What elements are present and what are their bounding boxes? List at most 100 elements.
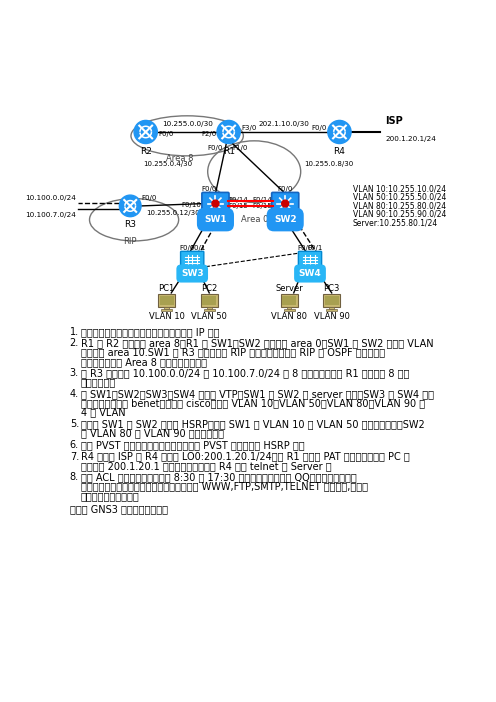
Bar	[202, 296, 216, 305]
Text: ISP: ISP	[385, 116, 403, 126]
Text: 200.1.20.1/24: 200.1.20.1/24	[385, 135, 436, 142]
Text: F0/3: F0/3	[308, 269, 323, 275]
Text: F3/0: F3/0	[241, 125, 256, 131]
Text: 10.100.7.0/24: 10.100.7.0/24	[25, 212, 76, 218]
Text: R2: R2	[140, 147, 152, 156]
Text: R1: R1	[223, 147, 235, 156]
Bar	[164, 307, 169, 309]
Text: 接口属于 area 10.SW1 和 R3 之间是属于 RIP 区域的。要求配置 RIP 和 OSPF 实现网络之: 接口属于 area 10.SW1 和 R3 之间是属于 RIP 区域的。要求配置…	[80, 347, 385, 357]
Text: PC1: PC1	[159, 284, 175, 293]
Text: Server: Server	[275, 284, 303, 293]
Text: SW1: SW1	[204, 215, 227, 224]
Circle shape	[120, 195, 141, 217]
Text: 是 VLAN 80 和 VLAN 90 的活跃路由器: 是 VLAN 80 和 VLAN 90 的活跃路由器	[80, 428, 224, 439]
Bar	[207, 307, 212, 309]
Text: 10.255.0.8/30: 10.255.0.8/30	[305, 161, 354, 167]
Text: F0/2: F0/2	[179, 269, 194, 275]
Text: 7.: 7.	[70, 451, 79, 461]
Bar	[287, 307, 291, 309]
Text: 在 SW1、SW2、SW3、SW4 上配置 VTP，SW1 和 SW2 是 server 模式，SW3 和 SW4 是客: 在 SW1、SW2、SW3、SW4 上配置 VTP，SW1 和 SW2 是 se…	[80, 389, 434, 399]
Text: 8.: 8.	[70, 472, 79, 482]
Text: F0/0: F0/0	[297, 244, 312, 251]
Text: F0/14: F0/14	[229, 197, 248, 203]
Text: 设备之间的地址如图所示，按照拓扑图配置 IP 地址: 设备之间的地址如图所示，按照拓扑图配置 IP 地址	[80, 327, 219, 337]
Text: F0/0: F0/0	[179, 244, 194, 251]
Text: 够去访问 200.1.20.1 这个地址。另外实现 R4 可以 telnet 到 Server 上: 够去访问 200.1.20.1 这个地址。另外实现 R4 可以 telnet 到…	[80, 461, 331, 471]
Text: RIP: RIP	[124, 237, 137, 246]
Text: F0/0: F0/0	[207, 145, 222, 151]
Text: R4 是模拟 ISP 在 R4 上配置 LO0:200.1.20.1/24，在 R1 上配置 PAT 实现内网的所有 PC 能: R4 是模拟 ISP 在 R4 上配置 LO0:200.1.20.1/24，在 …	[80, 451, 409, 461]
Text: 户机模式。域名为 benet，密码为 cisco，添加 VLAN 10、VLAN 50、VLAN 80、VLAN 90 这: 户机模式。域名为 benet，密码为 cisco，添加 VLAN 10、VLAN…	[80, 399, 425, 409]
Text: F0/0: F0/0	[278, 186, 293, 192]
Text: F0/14: F0/14	[252, 197, 272, 203]
Circle shape	[328, 121, 351, 143]
Text: 3.: 3.	[70, 369, 79, 378]
Bar	[284, 309, 295, 310]
Text: F0/0: F0/0	[158, 131, 174, 138]
Text: VLAN 80: VLAN 80	[271, 312, 307, 321]
Circle shape	[134, 121, 157, 143]
Circle shape	[282, 200, 289, 207]
Text: 10.255.0.0/30: 10.255.0.0/30	[162, 121, 213, 126]
Bar	[160, 296, 174, 305]
Bar	[158, 294, 175, 307]
Text: F0/1: F0/1	[201, 215, 217, 221]
FancyBboxPatch shape	[272, 192, 299, 215]
Text: Area 8: Area 8	[166, 154, 193, 163]
Text: 配置 PVST 实现流量的负载均衡，在配置 PVST 时请注意与 HSRP 对应: 配置 PVST 实现流量的负载均衡，在配置 PVST 时请注意与 HSRP 对应	[80, 440, 304, 450]
Text: Server:10.255.80.1/24: Server:10.255.80.1/24	[353, 218, 438, 227]
Text: 1.: 1.	[70, 327, 79, 337]
Text: 2.: 2.	[70, 338, 79, 348]
FancyBboxPatch shape	[299, 251, 321, 268]
Text: F0/10: F0/10	[182, 202, 201, 208]
Bar	[204, 309, 215, 310]
Text: SW3: SW3	[181, 269, 203, 278]
Bar	[326, 309, 337, 310]
Text: 时间段要求保证员工能够正常的去访问外网的 WWW,FTP,SMTP,TELNET 这些服务,禁止员: 时间段要求保证员工能够正常的去访问外网的 WWW,FTP,SMTP,TELNET…	[80, 482, 368, 491]
Bar	[281, 294, 298, 307]
Text: 工去访问其他的服务。: 工去访问其他的服务。	[80, 491, 139, 501]
Text: 202.1.10.0/30: 202.1.10.0/30	[258, 121, 310, 126]
Text: F0/0: F0/0	[201, 186, 217, 192]
FancyBboxPatch shape	[181, 251, 204, 268]
Bar	[282, 296, 296, 305]
Text: R4: R4	[333, 147, 345, 156]
Text: 在 R3 上存在着 10.100.0.0/24 到 10.100.7.0/24 这 8 个网段，要求在 R1 上看到这 8 个网: 在 R3 上存在着 10.100.0.0/24 到 10.100.7.0/24 …	[80, 369, 409, 378]
Text: F0/0: F0/0	[142, 195, 157, 201]
Text: 4.: 4.	[70, 389, 79, 399]
Text: VLAN 80:10.255.80.0/24: VLAN 80:10.255.80.0/24	[353, 201, 446, 211]
Text: F0/3: F0/3	[190, 269, 205, 275]
Bar	[325, 296, 339, 305]
Text: 10.100.0.0/24: 10.100.0.0/24	[25, 195, 76, 201]
Text: 5.: 5.	[70, 419, 79, 429]
Text: PC2: PC2	[201, 284, 217, 293]
Text: 间能够通信，把 Area 8 配置完全末梢区域: 间能够通信，把 Area 8 配置完全末梢区域	[80, 357, 207, 367]
Text: 另外在 SW1 和 SW2 上配置 HSRP，要求 SW1 是 VLAN 10 和 VLAN 50 的活跃路由器，SW2: 另外在 SW1 和 SW2 上配置 HSRP，要求 SW1 是 VLAN 10 …	[80, 419, 425, 429]
Text: R3: R3	[124, 220, 136, 229]
Text: F0/1: F0/1	[190, 244, 205, 251]
Text: F0/2: F0/2	[297, 269, 312, 275]
Text: R1 和 R2 之间属于 area 8，R1 和 SW1、SW2 之间属于 area 0，SW1 和 SW2 上所有 VLAN: R1 和 R2 之间属于 area 8，R1 和 SW1、SW2 之间属于 ar…	[80, 338, 433, 348]
Text: VLAN 10: VLAN 10	[149, 312, 185, 321]
Text: SW2: SW2	[274, 215, 297, 224]
Text: F1/0: F1/0	[233, 145, 248, 151]
Text: 段是汇总的。: 段是汇总的。	[80, 378, 116, 388]
Text: F0/0: F0/0	[311, 125, 327, 131]
Text: 4 个 VLAN: 4 个 VLAN	[80, 408, 125, 418]
Bar	[329, 307, 334, 309]
Text: F0/2: F0/2	[284, 215, 299, 221]
Text: 6.: 6.	[70, 440, 79, 450]
Text: VLAN 90:10.255.90.0/24: VLAN 90:10.255.90.0/24	[353, 210, 446, 219]
Text: VLAN 90: VLAN 90	[314, 312, 350, 321]
FancyBboxPatch shape	[202, 192, 229, 215]
Text: F0/1: F0/1	[271, 215, 287, 221]
Circle shape	[212, 200, 219, 207]
Text: Area 0: Area 0	[241, 215, 268, 224]
Text: 10.255.0.12/30: 10.255.0.12/30	[146, 210, 199, 216]
Text: 配置 ACL 要求在周一到周五的 8:30 到 17:30 之间禁止员工去登录 QQ，除此以外在所有: 配置 ACL 要求在周一到周五的 8:30 到 17:30 之间禁止员工去登录 …	[80, 472, 356, 482]
Text: VLAN 50:10.255.50.0/24: VLAN 50:10.255.50.0/24	[353, 193, 446, 201]
Text: F0/2: F0/2	[214, 215, 229, 221]
Text: 10.255.0.4/30: 10.255.0.4/30	[143, 161, 192, 167]
Text: F0/15: F0/15	[252, 203, 272, 209]
Text: PC3: PC3	[323, 284, 340, 293]
